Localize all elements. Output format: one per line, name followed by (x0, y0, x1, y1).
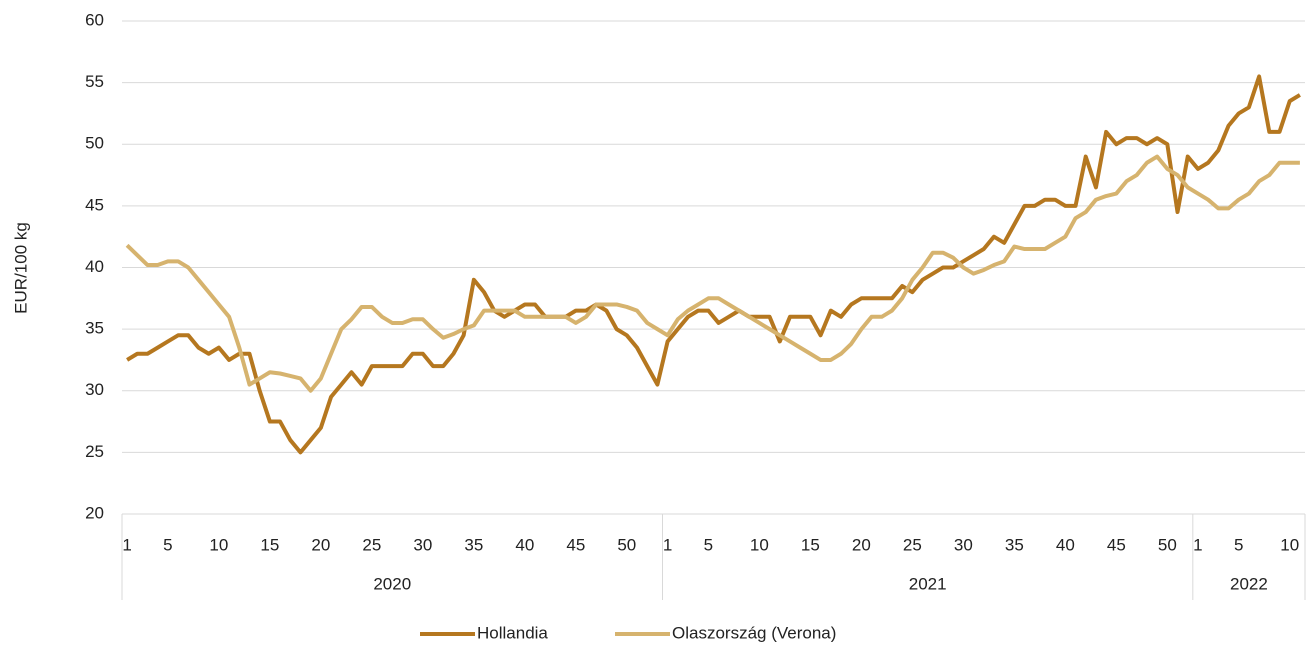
y-tick-label: 50 (85, 134, 104, 153)
y-tick-label: 30 (85, 380, 104, 399)
x-tick-label: 35 (464, 535, 483, 554)
x-tick-label: 1 (1193, 535, 1202, 554)
x-tick-label: 40 (515, 535, 534, 554)
x-tick-label: 25 (903, 535, 922, 554)
x-tick-label: 20 (852, 535, 871, 554)
y-tick-label: 45 (85, 195, 104, 214)
x-tick-label: 45 (1107, 535, 1126, 554)
x-tick-label: 5 (704, 535, 713, 554)
x-tick-label: 35 (1005, 535, 1024, 554)
x-tick-label: 1 (663, 535, 672, 554)
x-tick-label: 10 (750, 535, 769, 554)
year-label: 2021 (909, 574, 947, 593)
x-tick-label: 5 (163, 535, 172, 554)
x-tick-label: 5 (1234, 535, 1243, 554)
x-tick-label: 50 (617, 535, 636, 554)
x-tick-label: 1 (122, 535, 131, 554)
x-tick-label: 10 (209, 535, 228, 554)
x-tick-label: 40 (1056, 535, 1075, 554)
x-tick-label: 25 (362, 535, 381, 554)
year-label: 2020 (373, 574, 411, 593)
y-tick-label: 20 (85, 503, 104, 522)
x-tick-label: 10 (1280, 535, 1299, 554)
legend-label: Olaszország (Verona) (672, 623, 836, 642)
x-tick-label: 30 (413, 535, 432, 554)
x-tick-label: 20 (311, 535, 330, 554)
y-tick-label: 55 (85, 72, 104, 91)
series-line (126, 74, 1301, 455)
y-tick-label: 40 (85, 257, 104, 276)
x-tick-label: 30 (954, 535, 973, 554)
x-tick-label: 45 (566, 535, 585, 554)
y-axis-label: EUR/100 kg (11, 222, 30, 314)
x-tick-label: 50 (1158, 535, 1177, 554)
y-tick-label: 25 (85, 442, 104, 461)
x-tick-label: 15 (260, 535, 279, 554)
year-label: 2022 (1230, 574, 1268, 593)
y-tick-label: 35 (85, 319, 104, 338)
x-tick-label: 15 (801, 535, 820, 554)
y-tick-label: 60 (85, 10, 104, 29)
series-line (125, 154, 1300, 393)
legend-label: Hollandia (477, 623, 548, 642)
